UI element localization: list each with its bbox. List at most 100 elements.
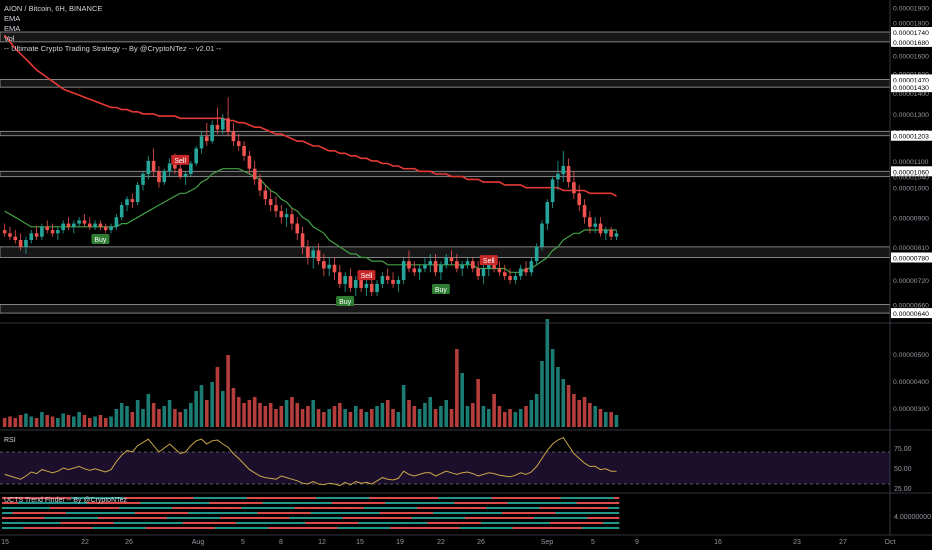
trend-cell	[363, 512, 370, 514]
trend-cell	[135, 497, 141, 499]
trend-cell	[92, 502, 98, 504]
trend-cell	[225, 512, 231, 514]
candle-body	[380, 276, 385, 284]
trend-cell	[39, 527, 45, 529]
candle-body	[183, 173, 188, 177]
trend-cell	[198, 517, 205, 519]
trend-cell	[571, 502, 577, 504]
trend-cell	[113, 527, 120, 529]
trend-cell	[411, 497, 418, 499]
volume-bar	[561, 379, 566, 427]
trend-cell	[2, 517, 8, 519]
trend-cell	[496, 497, 503, 499]
trend-cell	[283, 517, 290, 519]
trend-cell	[438, 502, 444, 504]
trend-cell	[305, 507, 311, 509]
time-axis[interactable]: 15 22 26 Aug 5 8 12 15 19 22 26 Sep 5 9 16 23 27 Oct	[1, 539, 895, 546]
trend-cell	[135, 507, 141, 509]
trend-cell	[81, 507, 88, 509]
trend-cell	[395, 502, 402, 504]
trend-cell	[358, 527, 364, 529]
candle-body	[502, 272, 507, 277]
trend-cell	[454, 517, 460, 519]
rsi-pane-label[interactable]: RSI	[4, 437, 16, 444]
candle-body	[524, 268, 528, 273]
indicator-ema-fast[interactable]: EMA	[4, 14, 21, 23]
price-tick-label: 0.00000780	[893, 255, 929, 262]
trend-cell	[33, 512, 40, 514]
trend-cell	[103, 512, 109, 514]
indicator-volume[interactable]: Vol	[4, 34, 15, 43]
trend-cell	[71, 502, 77, 504]
trend-cell	[209, 522, 215, 524]
trend-cell	[432, 512, 439, 514]
signal-marker-buy: Buy	[336, 295, 355, 306]
trend-cell	[71, 527, 77, 529]
trend-cell	[603, 517, 609, 519]
trend-cell	[262, 517, 269, 519]
trend-cell	[613, 512, 620, 514]
candle-body	[460, 264, 464, 269]
ucts-pane-label[interactable]: UCTS Trend Finder -- By @CryptoNTez	[4, 497, 128, 504]
trend-cell	[390, 522, 396, 524]
trend-cell	[97, 497, 104, 499]
trend-cell	[310, 502, 317, 504]
trend-cell	[411, 502, 418, 504]
volume-bar	[550, 349, 555, 427]
trend-cell	[188, 497, 194, 499]
indicator-ema-slow[interactable]: EMA	[4, 24, 21, 33]
trend-cell	[198, 527, 205, 529]
signal-label: Sell	[361, 273, 373, 280]
trend-cell	[486, 512, 492, 514]
trend-cell	[44, 527, 51, 529]
trend-cell	[166, 502, 173, 504]
trend-cell	[60, 507, 67, 509]
trend-cell	[597, 502, 604, 504]
trend-cell	[544, 522, 551, 524]
trend-cell	[305, 512, 311, 514]
trend-cell	[326, 522, 333, 524]
trend-cell	[172, 522, 178, 524]
trend-cell	[108, 522, 114, 524]
trend-cell	[252, 517, 258, 519]
trend-cell	[502, 512, 508, 514]
trend-cell	[33, 502, 40, 504]
trend-cell	[555, 497, 561, 499]
trend-cell	[486, 522, 492, 524]
trend-cell	[363, 522, 370, 524]
trend-cell	[507, 502, 513, 504]
trend-cell	[432, 527, 439, 529]
trend-cell	[395, 522, 402, 524]
trend-cell	[17, 512, 24, 514]
indicator-ucts-strategy[interactable]: -- Ultimate Crypto Trading Strategy -- B…	[4, 44, 222, 53]
trend-cell	[480, 507, 487, 509]
volume-bar	[114, 409, 119, 427]
time-tick-label: 15	[356, 539, 364, 546]
trend-cell	[214, 527, 221, 529]
trend-cell	[443, 507, 450, 509]
trend-cell	[326, 502, 333, 504]
trend-cell	[379, 517, 386, 519]
trend-cell	[113, 512, 120, 514]
trend-cell	[7, 507, 13, 509]
trend-cell	[507, 517, 513, 519]
trend-cell	[321, 517, 327, 519]
candle-body	[444, 257, 449, 265]
trend-cell	[597, 522, 604, 524]
candle-body	[375, 283, 379, 292]
trend-cell	[2, 512, 8, 514]
trend-cell	[363, 497, 370, 499]
trend-cell	[294, 527, 301, 529]
volume-bar	[258, 403, 262, 427]
trend-cell	[166, 517, 173, 519]
symbol-title[interactable]: AION / Bitcoin, 6H, BINANCE	[4, 4, 103, 13]
volume-bar	[433, 409, 438, 427]
trend-cell	[342, 502, 348, 504]
trend-cell	[278, 502, 285, 504]
trend-cell	[379, 527, 386, 529]
trend-cell	[188, 522, 194, 524]
price-axis[interactable]: 0.00001900 0.00001800 0.00001740 0.00001680…	[890, 0, 932, 550]
trend-cell	[140, 497, 146, 499]
price-pane[interactable]: Buy Sell Buy Sell Buy Sell	[0, 31, 891, 314]
